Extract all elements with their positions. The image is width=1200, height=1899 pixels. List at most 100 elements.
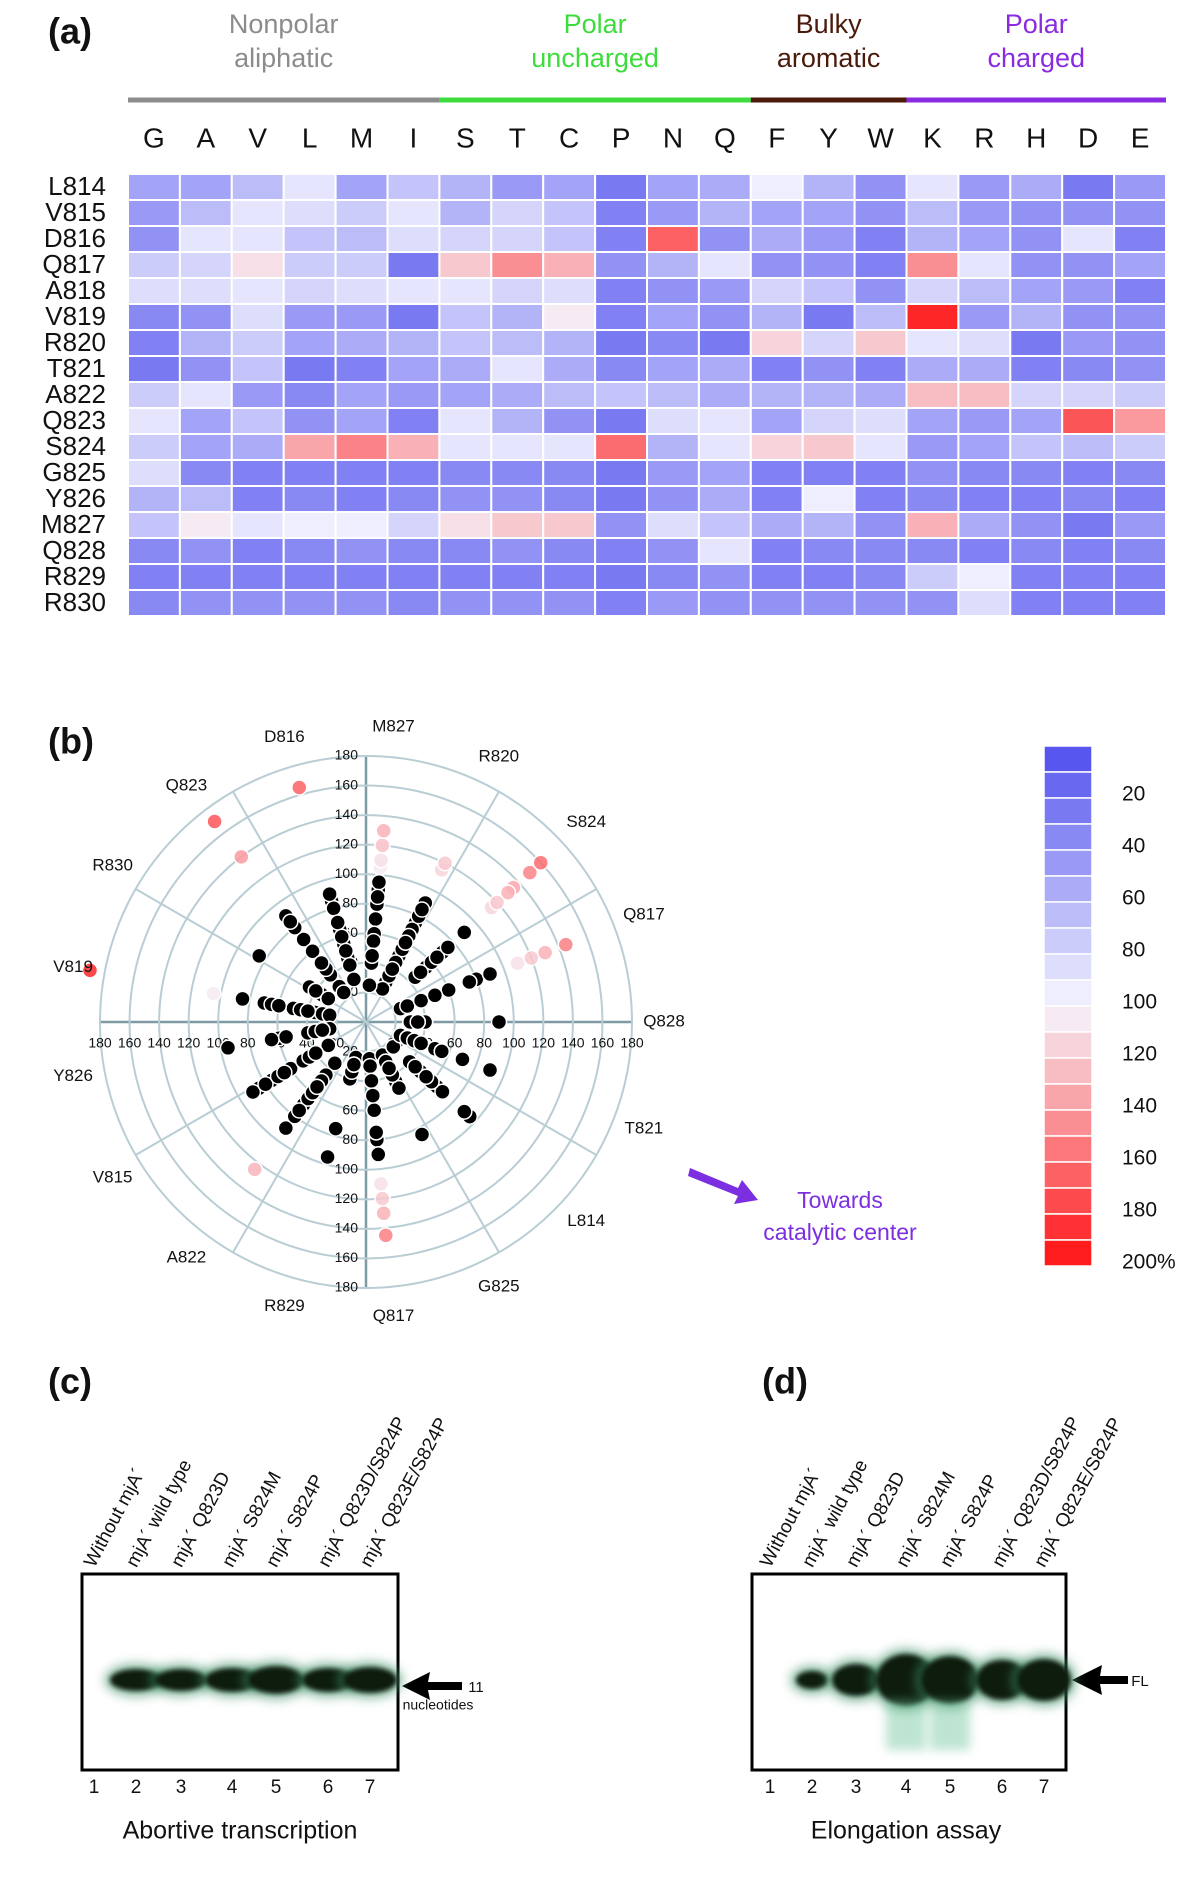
colorbar-segment [1043,1057,1093,1085]
polar-point [219,1039,237,1057]
polar-point [205,985,222,1002]
heatmap-cell [127,303,181,331]
spoke-label: D816 [264,727,305,746]
annotation: Towards [797,1187,883,1213]
heatmap-cell [230,563,285,591]
polar-point [412,963,429,981]
heatmap-cell [230,329,285,357]
heatmap-cell [697,277,752,305]
row-label: T821 [47,353,106,383]
heatmap-cell [905,173,960,201]
polar-point [426,987,444,1004]
heatmap-cell [749,381,804,409]
heatmap-cell [801,303,856,331]
heatmap-cell [905,589,960,617]
heatmap-cell [127,225,181,253]
heatmap-cell [1009,459,1064,487]
column-label: T [509,122,526,153]
heatmap-cell [905,485,960,513]
heatmap-cell [594,433,648,461]
heatmap-cell [127,251,181,279]
r-tick-label: 180 [88,1035,112,1051]
colorbar-segment [1043,823,1093,851]
heatmap-cell [697,459,752,487]
heatmap-cell [334,459,389,487]
heatmap-cell [594,303,648,331]
polar-point [509,955,526,972]
heatmap-cell [697,511,752,539]
heatmap-cell [542,251,597,279]
heatmap-cell [542,563,597,591]
heatmap-cell [1009,355,1064,383]
polar-point [406,1058,424,1076]
heatmap-cell [853,251,908,279]
heatmap-cell [957,303,1012,331]
heatmap-cell [1009,485,1064,513]
polar-point [456,924,473,941]
polar-point [320,1037,337,1054]
r-tick-label: 80 [476,1035,492,1051]
polar-point [436,855,454,872]
heatmap-cell [646,225,700,253]
spoke-label: Q828 [643,1011,685,1030]
heatmap-cell [957,537,1012,565]
heatmap-cell [334,303,389,331]
heatmap-cell [127,511,181,539]
spoke-label: R820 [479,747,520,766]
heatmap-cell [438,433,493,461]
heatmap-cell [178,485,233,513]
heatmap-cell [1113,173,1167,201]
polar-point [375,1205,392,1222]
heatmap-cell [230,459,285,487]
polar-point [321,1006,338,1024]
marker-label: 11 [468,1679,484,1696]
column-label: L [302,122,318,153]
heatmap-cell [853,199,908,227]
heatmap-cell [127,407,181,435]
polar-point [390,1079,408,1097]
gel-caption: Abortive transcription [123,1817,358,1845]
heatmap-cell [646,277,700,305]
column-label: H [1026,122,1046,153]
heatmap-cell [178,251,233,279]
polar-point [291,779,308,796]
heatmap-cell [801,485,856,513]
heatmap-cell [542,433,597,461]
heatmap-cell [697,537,752,565]
lane-number: 7 [1039,1777,1050,1798]
spoke-label: V819 [53,957,93,976]
heatmap-cell [334,563,389,591]
polar-point [499,884,517,901]
colorbar-segment [1043,1109,1093,1137]
row-label: A822 [45,379,106,409]
heatmap-cell [1009,589,1064,617]
heatmap-cell [957,277,1012,305]
heatmap-cell [1113,381,1167,409]
heatmap-cell [957,511,1012,539]
heatmap-cell [178,355,233,383]
heatmap-cell [646,199,700,227]
colorbar-label: 80 [1122,939,1145,962]
heatmap-cell [957,433,1012,461]
polar-point [81,962,99,979]
r-tick-label: 120 [335,1190,359,1206]
heatmap-cell [334,173,389,201]
heatmap-cell [853,537,908,565]
polar-point [481,965,499,983]
heatmap-cell [1113,537,1167,565]
group-label: charged [987,43,1085,73]
colorbar-segment [1043,1083,1093,1111]
colorbar-label: 180 [1122,1199,1157,1222]
polar-point [488,894,506,911]
heatmap-cell [1061,459,1116,487]
heatmap-cell [749,199,804,227]
colorbar-segment [1043,849,1093,877]
ring [246,902,486,1142]
group-label: Bulky [796,9,863,39]
row-label: G825 [42,457,106,487]
heatmap-cell [334,199,389,227]
heatmap-cell [542,173,597,201]
heatmap-cell [282,277,337,305]
heatmap-cell [1113,277,1167,305]
heatmap-cell [853,303,908,331]
